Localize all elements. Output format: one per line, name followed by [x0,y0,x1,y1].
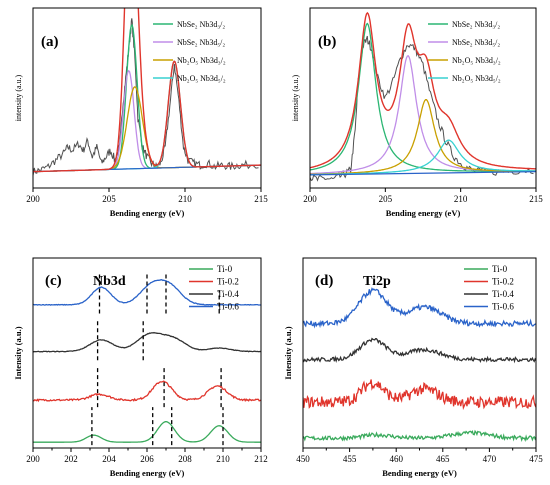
x-tick-label: 210 [216,454,230,464]
plot-area [33,272,261,446]
series-line-ti-0-2 [33,380,261,403]
x-tick-label: 202 [64,454,78,464]
panel-tag: (a) [41,34,59,50]
baseline [310,171,536,176]
legend-label: Ti-0.6 [492,302,514,312]
x-tick-label: 215 [529,194,543,204]
x-tick-label: 200 [26,454,40,464]
x-tick-label: 455 [343,454,357,464]
legend-label: Nb₂O₅ Nb3d₅/₂ [452,74,501,83]
x-tick-label: 210 [454,194,468,204]
panel-tag: (b) [318,34,336,50]
x-tick-label: 205 [102,194,116,204]
plot-frame [309,7,537,189]
x-tick-label: 460 [389,454,403,464]
legend-label: Ti-0.6 [217,302,239,312]
fit-component-1 [310,22,536,172]
legend-label: Nb₂O₅ Nb3d₃/₂ [452,56,501,65]
legend-label: NbSe₂ Nb3d₅/₂ [177,38,225,47]
panel-tag: (c) [45,273,62,289]
legend-label: NbSe₂ Nb3d₃/₂ [452,20,500,29]
raw-spectrum [33,18,259,176]
series-line-ti-0-2 [303,379,536,411]
x-axis-label: Bending energy (eV) [386,208,461,218]
fit-envelope [33,8,261,173]
y-axis-label: Intensity (a.u.) [13,326,23,379]
plot-area [33,8,261,176]
fit-component-3 [310,99,536,175]
panel-c: Ti-0 Ti-0.2 Ti-0.4 Ti-0.6 200 202 204 206 208 210… [13,257,268,478]
x-tick-label: 205 [379,194,393,204]
panel-b: NbSe₂ Nb3d₃/₂ NbSe₂ Nb3d₅/₂ Nb₂O₅ Nb3d₃/₂ N… [291,7,543,218]
legend-label: Ti-0 [217,264,233,274]
legend-label: NbSe₂ Nb3d₃/₂ [177,20,225,29]
series-line-ti-0-6 [303,287,536,329]
plot-area [310,11,536,182]
legend-label: Ti-0.4 [217,289,239,299]
y-axis-label: intensity (a.u.) [14,74,23,121]
panel-a: NbSe₂ Nb3d₃/₂ NbSe₂ Nb3d₅/₂ Nb₂O₅ Nb3d₃/₂ N… [14,7,268,218]
series-line-ti-0-6 [33,279,261,306]
x-tick-label: 475 [529,454,543,464]
x-tick-label: 465 [436,454,450,464]
x-tick-label: 200 [303,194,317,204]
panel-tag: (d) [315,273,333,289]
series-line-ti-0 [303,429,536,442]
legend-label: Nb₂O₅ Nb3d₃/₂ [177,56,226,65]
panel-title: Ti2p [363,274,391,289]
fit-component-3 [33,86,261,173]
series-line-ti-0-4 [303,337,536,364]
x-tick-label: 470 [483,454,497,464]
x-tick-label: 208 [178,454,192,464]
x-tick-label: 212 [254,454,268,464]
y-axis-label: intensity (a.u.) [291,74,300,121]
legend-label: Ti-0.2 [217,277,239,287]
series-line-ti-0 [33,421,261,443]
legend-label: NbSe₂ Nb3d₅/₂ [452,38,500,47]
x-tick-label: 204 [102,454,116,464]
x-axis-label: Bending energy (eV) [110,208,185,218]
plot-frame [32,7,262,189]
x-tick-label: 206 [140,454,154,464]
x-tick-label: 210 [178,194,192,204]
legend-label: Ti-0.2 [492,277,514,287]
plot-area [303,287,536,442]
fit-component-1 [33,23,261,173]
fit-envelope [310,11,536,170]
panel-d: Ti-0 Ti-0.2 Ti-0.4 Ti-0.6 450 455 460 465 470 475… [283,257,543,478]
x-tick-label: 450 [296,454,310,464]
x-tick-label: 215 [254,194,268,204]
fit-component-2 [310,55,536,175]
x-axis-label: Bending energy (eV) [110,468,185,478]
series-line-ti-0-4 [33,331,261,353]
legend-label: Ti-0.4 [492,289,514,299]
panel-title: Nb3d [93,274,126,289]
legend-label: Nb₂O₅ Nb3d₅/₂ [177,74,226,83]
y-axis-label: Intensity (a.u.) [283,326,293,379]
legend-label: Ti-0 [492,264,508,274]
x-axis-label: Bending energy (eV) [382,468,457,478]
x-tick-label: 200 [26,194,40,204]
